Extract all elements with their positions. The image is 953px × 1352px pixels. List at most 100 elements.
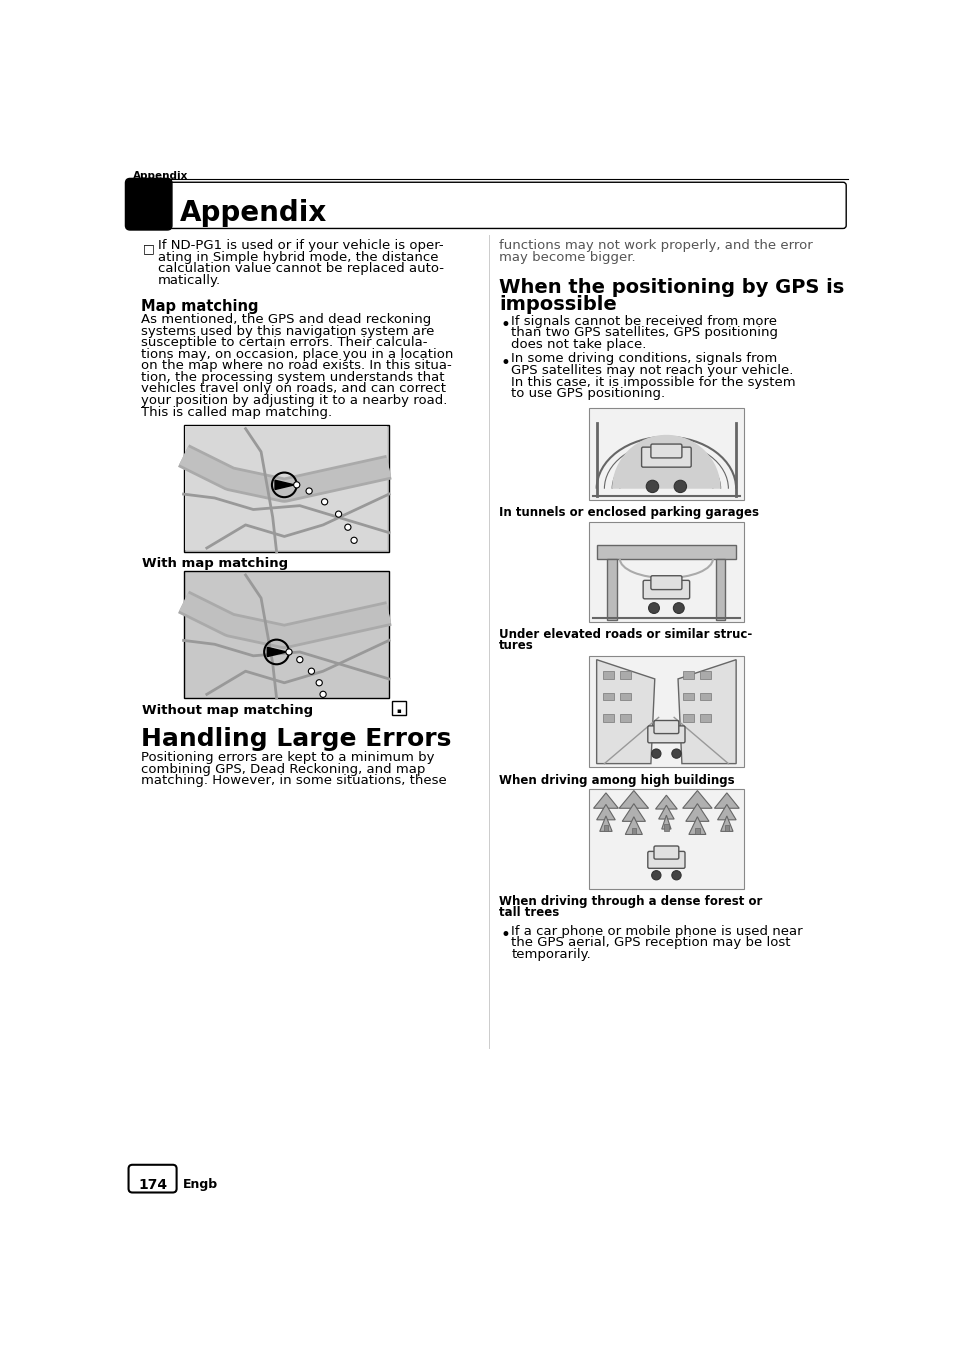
FancyBboxPatch shape xyxy=(654,721,679,734)
Bar xyxy=(619,671,630,679)
Text: your position by adjusting it to a nearby road.: your position by adjusting it to a nearb… xyxy=(141,393,447,407)
Polygon shape xyxy=(599,817,612,831)
Circle shape xyxy=(645,480,658,492)
FancyBboxPatch shape xyxy=(650,443,681,458)
Polygon shape xyxy=(593,792,618,808)
Bar xyxy=(700,714,711,722)
FancyBboxPatch shape xyxy=(185,426,387,550)
Circle shape xyxy=(306,488,312,493)
Text: functions may not work properly, and the error: functions may not work properly, and the… xyxy=(498,239,812,253)
Bar xyxy=(663,825,668,830)
Text: may become bigger.: may become bigger. xyxy=(498,250,635,264)
Text: When driving among high buildings: When driving among high buildings xyxy=(498,773,734,787)
FancyBboxPatch shape xyxy=(642,580,689,599)
Text: When the positioning by GPS is: When the positioning by GPS is xyxy=(498,277,843,296)
Text: than two GPS satellites, GPS positioning: than two GPS satellites, GPS positioning xyxy=(511,326,778,339)
Circle shape xyxy=(335,511,341,518)
Bar xyxy=(588,656,743,768)
FancyBboxPatch shape xyxy=(392,702,406,715)
Text: Map matching: Map matching xyxy=(141,299,258,314)
FancyBboxPatch shape xyxy=(125,178,172,230)
Text: •: • xyxy=(500,926,510,944)
Text: This is called map matching.: This is called map matching. xyxy=(141,406,332,419)
Text: temporarily.: temporarily. xyxy=(511,948,591,961)
FancyBboxPatch shape xyxy=(129,1165,176,1192)
FancyBboxPatch shape xyxy=(650,576,681,589)
Polygon shape xyxy=(717,804,736,819)
Polygon shape xyxy=(596,660,654,764)
Circle shape xyxy=(319,691,326,698)
Text: to use GPS positioning.: to use GPS positioning. xyxy=(511,387,665,400)
Bar xyxy=(631,829,636,834)
Text: As mentioned, the GPS and dead reckoning: As mentioned, the GPS and dead reckoning xyxy=(141,314,431,326)
Bar xyxy=(700,692,711,700)
FancyBboxPatch shape xyxy=(654,846,679,859)
Polygon shape xyxy=(685,803,708,822)
Bar xyxy=(602,671,613,679)
Text: tures: tures xyxy=(498,639,533,652)
FancyBboxPatch shape xyxy=(647,852,684,868)
Text: With map matching: With map matching xyxy=(142,557,289,571)
Polygon shape xyxy=(714,792,739,808)
Text: combining GPS, Dead Reckoning, and map: combining GPS, Dead Reckoning, and map xyxy=(141,763,425,776)
Text: systems used by this navigation system are: systems used by this navigation system a… xyxy=(141,324,434,338)
Bar xyxy=(607,558,617,621)
Text: tion, the processing system understands that: tion, the processing system understands … xyxy=(141,370,444,384)
Circle shape xyxy=(294,481,299,488)
Bar xyxy=(682,692,694,700)
Bar xyxy=(682,714,694,722)
Circle shape xyxy=(651,871,660,880)
Text: tall trees: tall trees xyxy=(498,906,558,919)
Bar xyxy=(619,692,630,700)
Bar xyxy=(602,692,613,700)
Bar xyxy=(588,522,743,622)
Polygon shape xyxy=(720,817,732,831)
Circle shape xyxy=(648,603,659,614)
Polygon shape xyxy=(596,804,615,819)
Bar xyxy=(695,829,699,834)
Polygon shape xyxy=(682,791,711,808)
Bar xyxy=(682,671,694,679)
Circle shape xyxy=(321,499,328,504)
Text: If ND-PG1 is used or if your vehicle is oper-: If ND-PG1 is used or if your vehicle is … xyxy=(158,239,443,253)
Polygon shape xyxy=(688,817,705,834)
Text: on the map where no road exists. In this situa-: on the map where no road exists. In this… xyxy=(141,360,451,372)
Polygon shape xyxy=(618,791,648,808)
Bar xyxy=(588,408,743,500)
Circle shape xyxy=(344,525,351,530)
Text: When driving through a dense forest or: When driving through a dense forest or xyxy=(498,895,761,909)
Circle shape xyxy=(651,749,660,758)
Circle shape xyxy=(671,871,680,880)
Text: ating in Simple hybrid mode, the distance: ating in Simple hybrid mode, the distanc… xyxy=(158,250,438,264)
Bar xyxy=(588,790,743,890)
Polygon shape xyxy=(678,660,736,764)
Text: ▪: ▪ xyxy=(396,708,401,714)
Polygon shape xyxy=(274,480,294,489)
Polygon shape xyxy=(661,815,670,829)
Text: calculation value cannot be replaced auto-: calculation value cannot be replaced aut… xyxy=(158,262,443,276)
Text: does not take place.: does not take place. xyxy=(511,338,646,350)
Wedge shape xyxy=(612,435,720,488)
Polygon shape xyxy=(655,795,677,808)
Text: If a car phone or mobile phone is used near: If a car phone or mobile phone is used n… xyxy=(511,925,802,937)
Text: matically.: matically. xyxy=(158,274,221,287)
Bar xyxy=(183,571,389,698)
Polygon shape xyxy=(624,817,641,834)
Circle shape xyxy=(296,657,303,662)
Text: •: • xyxy=(500,316,510,334)
Text: In tunnels or enclosed parking garages: In tunnels or enclosed parking garages xyxy=(498,507,759,519)
Bar xyxy=(603,825,608,831)
Text: □: □ xyxy=(142,242,154,256)
Text: If signals cannot be received from more: If signals cannot be received from more xyxy=(511,315,777,327)
Text: GPS satellites may not reach your vehicle.: GPS satellites may not reach your vehicl… xyxy=(511,364,793,377)
Polygon shape xyxy=(267,648,286,657)
FancyBboxPatch shape xyxy=(641,448,691,468)
Text: impossible: impossible xyxy=(498,295,616,314)
Circle shape xyxy=(351,537,356,544)
Polygon shape xyxy=(621,803,645,822)
FancyBboxPatch shape xyxy=(647,726,684,742)
Text: 174: 174 xyxy=(138,1178,167,1192)
Circle shape xyxy=(308,668,314,675)
Text: Appendix: Appendix xyxy=(133,172,189,181)
Bar xyxy=(700,671,711,679)
